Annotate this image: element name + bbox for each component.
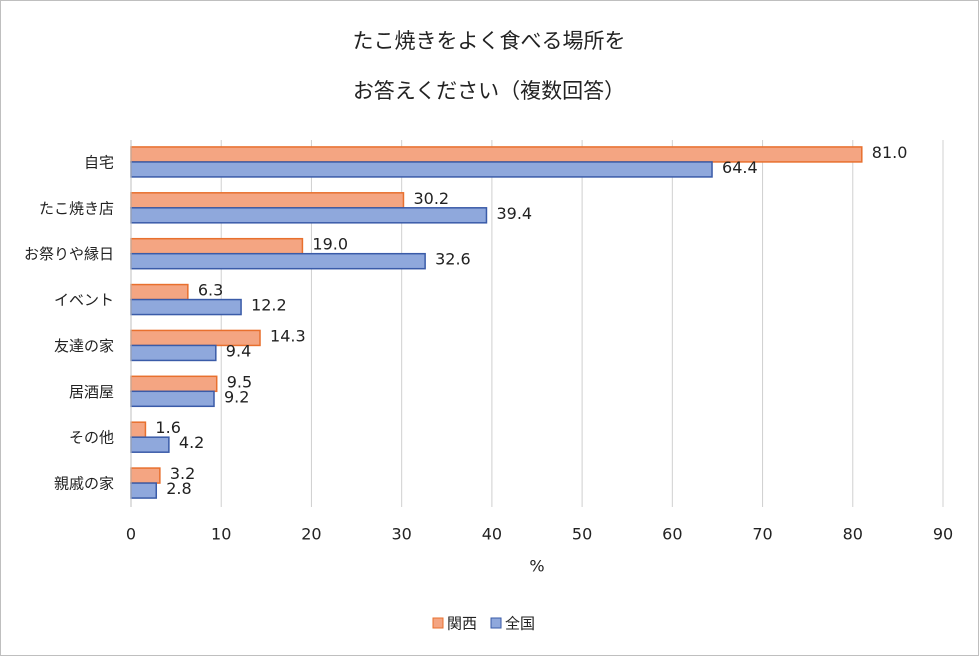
value-label: 9.5 (227, 372, 252, 391)
x-tick-label: 40 (482, 525, 502, 544)
x-tick-label: 70 (752, 525, 772, 544)
bar (130, 298, 242, 316)
x-tick-label: 60 (662, 525, 682, 544)
value-label: 81.0 (872, 143, 908, 162)
bar (130, 421, 147, 438)
chart-title: お答えください（複数回答） (353, 79, 625, 103)
legend-swatch (432, 617, 444, 629)
bar (130, 482, 158, 499)
value-label: 19.0 (312, 235, 348, 254)
y-tick-label: 親戚の家 (54, 475, 114, 493)
chart-title: たこ焼きをよく食べる場所を (353, 29, 626, 53)
value-label: 2.8 (166, 479, 191, 498)
x-tick-label: 90 (933, 525, 953, 544)
x-tick-label: 80 (843, 525, 863, 544)
bar (130, 436, 170, 453)
value-label: 32.6 (435, 250, 471, 269)
legend-label: 関西 (447, 615, 477, 633)
x-tick-label: 0 (126, 525, 136, 544)
legend-swatch (490, 617, 502, 629)
bar (130, 344, 217, 362)
x-tick-label: 30 (391, 525, 411, 544)
bar (130, 192, 405, 209)
y-tick-label: 自宅 (84, 153, 114, 171)
value-label: 9.4 (226, 341, 251, 360)
value-label: 3.2 (170, 464, 195, 483)
value-label: 6.3 (198, 281, 223, 300)
bar (130, 237, 304, 255)
y-tick-label: イベント (54, 291, 114, 309)
y-tick-label: 友達の家 (54, 337, 114, 355)
x-axis-title: % (529, 557, 544, 576)
bar (130, 283, 189, 301)
value-label: 1.6 (155, 418, 180, 437)
y-tick-label: たこ焼き店 (39, 199, 114, 217)
legend-label: 全国 (505, 615, 535, 633)
bar (130, 207, 488, 224)
value-label: 39.4 (496, 204, 532, 223)
value-label: 14.3 (270, 326, 306, 345)
value-label: 64.4 (722, 158, 758, 177)
y-tick-label: お祭りや縁日 (24, 245, 114, 263)
value-label: 4.2 (179, 433, 204, 452)
bar (130, 161, 713, 178)
bar (130, 390, 215, 408)
bar (130, 467, 161, 484)
x-tick-label: 10 (211, 525, 231, 544)
bar (130, 375, 218, 393)
value-label: 30.2 (413, 189, 449, 208)
y-tick-label: その他 (69, 429, 114, 447)
bar (130, 252, 426, 270)
value-label: 12.2 (251, 296, 287, 315)
x-tick-label: 20 (301, 525, 321, 544)
value-label: 9.2 (224, 387, 249, 406)
y-tick-label: 居酒屋 (69, 383, 114, 401)
x-tick-label: 50 (572, 525, 592, 544)
